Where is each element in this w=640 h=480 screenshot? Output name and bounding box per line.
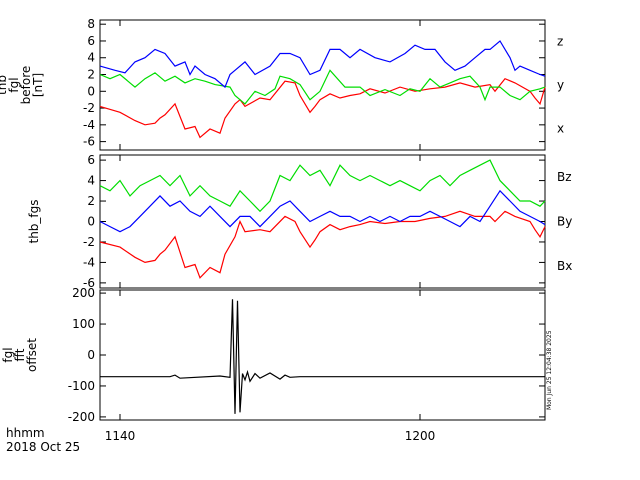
y-tick-label: 2 [87, 68, 95, 82]
y-tick-label: 0 [87, 84, 95, 98]
series-line-By [99, 159, 546, 213]
y-tick-label: 4 [87, 174, 95, 188]
y-tick-label: 2 [87, 194, 95, 208]
y-axis-label: fft [13, 348, 27, 361]
series-line-Bz [99, 210, 546, 279]
y-tick-label: 6 [87, 153, 95, 167]
panel-frame [99, 19, 546, 151]
y-axis-label: [nT] [31, 73, 45, 97]
y-tick-label: 8 [87, 17, 95, 31]
y-tick-label: -200 [68, 410, 95, 424]
x-tick-label: 1200 [405, 429, 436, 443]
legend-label-By: By [557, 215, 572, 229]
y-tick-label: -2 [83, 235, 95, 249]
series-line-trace [100, 299, 545, 414]
legend-label-x: x [557, 121, 564, 135]
series-line-y [99, 69, 546, 105]
y-axis-label: thb_fgs [27, 199, 41, 243]
legend-label-z: z [557, 35, 563, 49]
legend-label-Bx: Bx [557, 259, 572, 273]
y-tick-label: 200 [72, 286, 95, 300]
y-tick-label: 0 [87, 348, 95, 362]
y-tick-label: -6 [83, 135, 95, 149]
y-axis-label: offset [25, 338, 39, 372]
y-axis-label: before [19, 66, 33, 105]
timestamp-label: Mon Jun 25 12:04:38 2025 [546, 330, 553, 410]
date-label: 2018 Oct 25 [6, 440, 80, 454]
y-axis-label: fgl [7, 77, 21, 92]
y-axis-label: fgl [1, 347, 15, 362]
series-line-x [99, 40, 546, 89]
x-axis-label: hhmm [6, 426, 45, 440]
y-tick-label: -2 [83, 101, 95, 115]
y-tick-label: -100 [68, 379, 95, 393]
y-tick-label: -6 [83, 276, 95, 290]
y-tick-label: -4 [83, 255, 95, 269]
legend-label-y: y [557, 78, 564, 92]
y-tick-label: 6 [87, 34, 95, 48]
y-tick-label: -4 [83, 118, 95, 132]
x-tick-label: 1140 [105, 429, 136, 443]
y-tick-label: 0 [87, 215, 95, 229]
legend-label-Bz: Bz [557, 170, 572, 184]
y-axis-label: thb [0, 75, 9, 95]
series-line-z [99, 77, 546, 139]
y-tick-label: 100 [72, 317, 95, 331]
panel-frame [99, 289, 546, 421]
series-line-Bx [99, 189, 546, 233]
y-tick-label: 4 [87, 51, 95, 65]
